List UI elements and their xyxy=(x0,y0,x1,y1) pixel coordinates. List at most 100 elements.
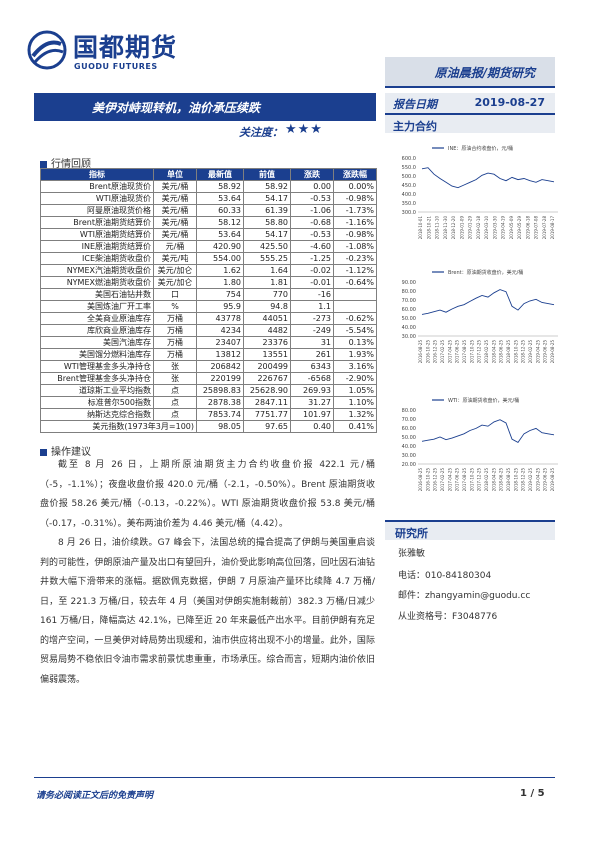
table-cell: 95.9 xyxy=(196,300,244,313)
chart-ine: INE：原油合约收盘价，元/桶 600.0 550.0 500.0 450.0 400.0… xyxy=(392,138,562,258)
table-cell: 13812 xyxy=(196,348,244,361)
y-tick-label: 40.00 xyxy=(402,325,416,331)
price-line xyxy=(421,167,555,189)
x-tick-label: 2018-02-25 xyxy=(484,340,489,364)
x-tick-label: 2018-12-25 xyxy=(521,468,526,492)
table-cell: 7853.74 xyxy=(196,408,244,421)
x-tick-label: 2017-02-25 xyxy=(440,468,445,492)
table-header-cell: 指标 xyxy=(40,168,154,181)
x-tick-label: 2017-04-25 xyxy=(447,468,452,492)
chart-brent-svg: Brent：原油期货收盘价，美元/桶 90.00 80.00 70.00 60.00 50… xyxy=(402,269,558,364)
report-date-label: 报告日期 xyxy=(393,98,437,111)
report-date: 2019-08-27 xyxy=(474,96,545,109)
table-row-label: NYMEX燃油期货收盘价 xyxy=(40,276,154,289)
advice-paragraph-1: 截至 8 月 26 日，上期所原油期货主力合约收盘价报 422.1 元/桶（-5… xyxy=(40,460,375,529)
y-tick-label: 60.00 xyxy=(402,426,416,432)
y-tick-label: 350.0 xyxy=(402,201,416,207)
x-tick-label: 2018-08-25 xyxy=(506,468,511,492)
table-cell: -0.68 xyxy=(290,216,334,229)
x-tick-label: 2018-06-25 xyxy=(499,468,504,492)
x-tick-label: 2019-05-29 xyxy=(517,216,522,240)
table-cell: 555.25 xyxy=(243,252,291,265)
section-bullet-icon xyxy=(40,160,47,168)
table-cell: 220199 xyxy=(196,372,244,385)
table-cell: 1.81 xyxy=(243,276,291,289)
page-number: 1 / 5 xyxy=(520,788,545,799)
table-cell: -1.16% xyxy=(333,216,377,229)
table-row: INE原油期货结算价 元/桶 420.90 425.50 -4.60 -1.08% xyxy=(40,240,377,253)
main-contract-label: 主力合约 xyxy=(393,120,437,133)
y-tick-label: 30.00 xyxy=(402,453,416,459)
table-cell: 万桶 xyxy=(153,336,197,349)
table-cell: -5.54% xyxy=(333,324,377,337)
table-cell: 206842 xyxy=(196,360,244,373)
x-tick-label: 2018-10-25 xyxy=(513,468,518,492)
table-cell: 0.13% xyxy=(333,336,377,349)
table-header-cell: 涨跌 xyxy=(290,168,334,181)
x-tick-label: 2018-08-25 xyxy=(506,340,511,364)
table-header-cell: 前值 xyxy=(243,168,291,181)
table-row: 美国炼油厂开工率% 95.9 94.8 1.1 xyxy=(40,300,377,313)
table-cell: 60.33 xyxy=(196,204,244,217)
researcher-title: 研究所 xyxy=(395,527,428,540)
section-operation-advice: 操作建议 xyxy=(40,443,91,458)
table-row-label: WTI管理基金多头净持仓 xyxy=(40,360,154,373)
table-row: NYMEX燃油期货收盘价 美元/加仑 1.80 1.81 -0.01 -0.64% xyxy=(40,276,377,289)
x-tick-label: 2019-07-28 xyxy=(542,216,547,240)
table-row-label: 道琼斯工业平均指数 xyxy=(40,384,154,397)
table-cell: 200499 xyxy=(243,360,291,373)
table-cell: 点 xyxy=(153,384,197,397)
table-cell: -0.62% xyxy=(333,312,377,325)
table-cell: 1.62 xyxy=(196,264,244,277)
table-cell: 43778 xyxy=(196,312,244,325)
table-row-label: ICE柴油期货收盘价 xyxy=(40,252,154,265)
x-tick-label: 2019-08-25 xyxy=(550,340,555,364)
table-row: 美国馏分燃料油库存 万桶 13812 13551 261 1.93% xyxy=(40,348,377,361)
table-row: 标准普尔500指数点 2878.38 2847.11 31.27 1.10% xyxy=(40,396,377,409)
table-cell: 0.00% xyxy=(333,180,377,193)
table-row-label: Brent原油现货价 xyxy=(40,180,154,193)
x-tick-label: 2017-10-25 xyxy=(469,340,474,364)
table-row: WTI原油期货结算价 美元/桶 53.64 54.17 -0.53 -0.98% xyxy=(40,228,377,241)
table-row: 美国汽油库存 万桶 23407 23376 31 0.13% xyxy=(40,336,377,349)
table-cell: 2878.38 xyxy=(196,396,244,409)
table-cell: 58.92 xyxy=(196,180,244,193)
table-row-label: 标准普尔500指数 xyxy=(40,396,154,409)
table-cell: 2847.11 xyxy=(243,396,291,409)
table-header-cell: 单位 xyxy=(153,168,197,181)
x-tick-label: 2019-08-17 xyxy=(550,216,555,240)
table-cell: -1.12% xyxy=(333,264,377,277)
table-row: Brent管理基金多头净持仓张 220199 226767 -6568 -2.90% xyxy=(40,372,377,385)
table-cell: -0.53 xyxy=(290,192,334,205)
x-tick-label: 2019-01-29 xyxy=(468,216,473,240)
report-type: 原油晨报/期货研究 xyxy=(434,66,535,80)
logo-chinese: 国都期货 xyxy=(73,33,178,62)
table-cell xyxy=(333,288,377,301)
y-tick-label: 90.00 xyxy=(402,280,416,286)
x-tick-label: 2019-06-18 xyxy=(525,216,530,240)
y-tick-label: 50.00 xyxy=(402,435,416,441)
table-row-label: INE原油期货结算价 xyxy=(40,240,154,253)
table-cell: 53.64 xyxy=(196,228,244,241)
table-row-label: 美国汽油库存 xyxy=(40,336,154,349)
researcher-phone: 电话：010-84180304 xyxy=(398,571,492,581)
table-cell: 25628.90 xyxy=(243,384,291,397)
x-tick-label: 2018-04-25 xyxy=(491,468,496,492)
table-cell: 61.39 xyxy=(243,204,291,217)
x-tick-label: 2019-06-25 xyxy=(543,340,548,364)
table-cell: 美元/加仑 xyxy=(153,264,197,277)
table-row: 阿曼原油现货价格 美元/桶 60.33 61.39 -1.06 -1.73% xyxy=(40,204,377,217)
table-cell: 261 xyxy=(290,348,334,361)
market-table: 指标 单位 最新值 前值 涨跌 涨跌幅 Brent原油现货价 美元/桶 58.92 5… xyxy=(40,168,377,433)
table-cell: 0.41% xyxy=(333,420,377,433)
logo-mark xyxy=(27,30,67,70)
x-tick-label: 2018-12-25 xyxy=(521,340,526,364)
y-tick-label: 30.00 xyxy=(402,334,416,340)
table-row-label: NYMEX汽油期货收盘价 xyxy=(40,264,154,277)
table-row: 道琼斯工业平均指数点 25898.83 25628.90 269.93 1.05% xyxy=(40,384,377,397)
y-tick-label: 600.0 xyxy=(402,156,416,162)
chart-legend: WTI：原油期货收盘价，美元/桶 xyxy=(448,397,519,404)
table-cell: -0.53 xyxy=(290,228,334,241)
table-cell: 张 xyxy=(153,372,197,385)
table-row-label: Brent管理基金多头净持仓 xyxy=(40,372,154,385)
